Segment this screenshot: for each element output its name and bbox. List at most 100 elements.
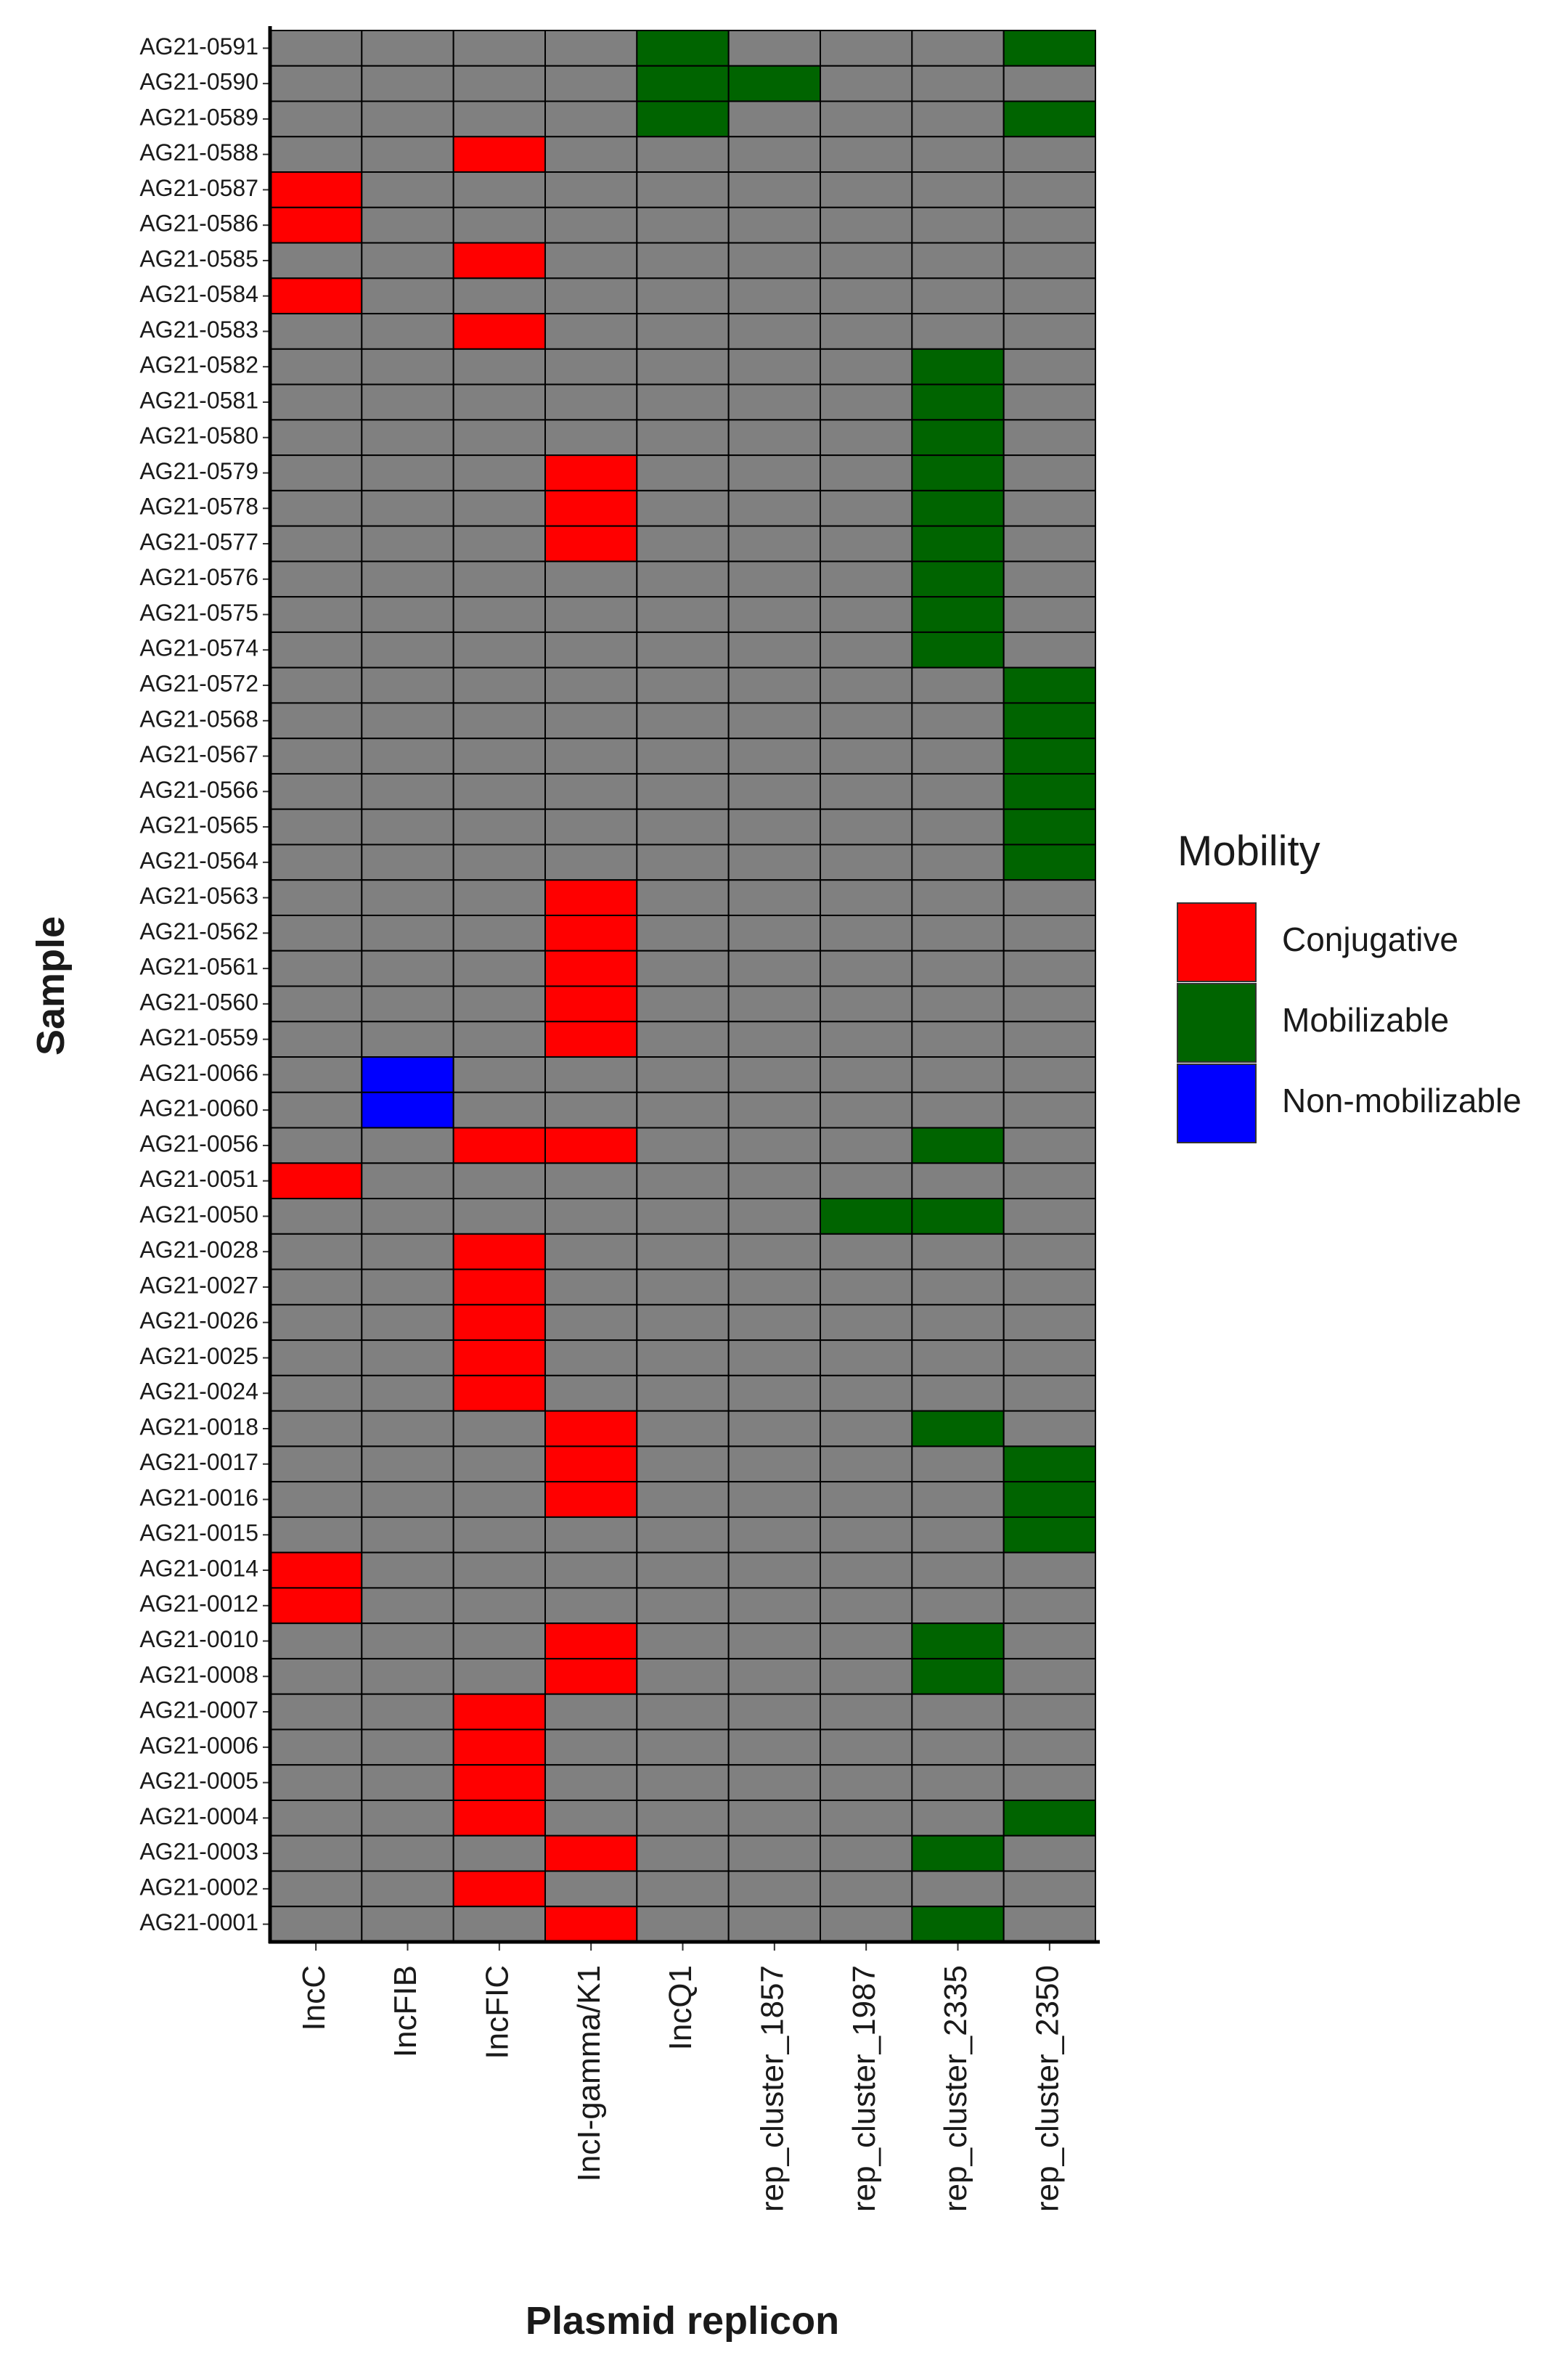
heatmap-cell	[1003, 1481, 1096, 1518]
y-tick-label: AG21-0582	[139, 352, 258, 378]
heatmap-cell	[911, 1304, 1005, 1342]
heatmap-cell	[636, 1127, 730, 1164]
heatmap-cell	[911, 772, 1005, 810]
heatmap-cell	[544, 1233, 638, 1270]
heatmap-cell	[269, 1799, 363, 1837]
heatmap-cell	[820, 985, 913, 1023]
heatmap-cell	[269, 1127, 363, 1164]
heatmap-cell	[269, 702, 363, 740]
heatmap-cell	[361, 348, 454, 385]
heatmap-cell	[911, 1481, 1005, 1518]
y-tick-label: AG21-0559	[139, 1024, 258, 1050]
heatmap-cell	[361, 1127, 454, 1164]
y-tick-label: AG21-0563	[139, 883, 258, 909]
heatmap-cell	[1003, 277, 1096, 315]
heatmap-cell	[1003, 242, 1096, 279]
heatmap-cell	[727, 313, 822, 350]
heatmap-cell	[269, 1445, 363, 1483]
y-tick-label: AG21-0050	[139, 1201, 258, 1228]
heatmap-cell	[820, 1339, 913, 1376]
y-tick-label: AG21-0024	[139, 1379, 258, 1405]
heatmap-cell	[1003, 1551, 1096, 1589]
heatmap-cell	[820, 454, 913, 491]
heatmap-cell	[727, 1304, 822, 1342]
heatmap-cell	[636, 313, 730, 350]
heatmap-cell	[544, 738, 638, 775]
heatmap-cell	[727, 206, 822, 244]
y-tick-label: AG21-0586	[139, 211, 258, 237]
heatmap-cell	[544, 950, 638, 987]
heatmap-cell	[636, 136, 730, 173]
heatmap-cell	[1003, 489, 1096, 527]
heatmap-cell	[1003, 1233, 1096, 1270]
heatmap-cell	[1003, 1091, 1096, 1129]
y-tick-label: AG21-0591	[139, 33, 258, 60]
heatmap-cell	[1003, 1056, 1096, 1093]
heatmap-cell	[1003, 1870, 1096, 1908]
heatmap-cell	[636, 206, 730, 244]
heatmap-cell	[727, 1339, 822, 1376]
heatmap-cell	[636, 30, 730, 67]
heatmap-cell	[544, 1693, 638, 1731]
heatmap-cell	[361, 1728, 454, 1766]
heatmap-cell	[727, 1551, 822, 1589]
x-tick-label: IncFIB	[388, 1965, 423, 2057]
heatmap-cell	[452, 1622, 547, 1659]
heatmap-cell	[269, 985, 363, 1023]
heatmap-cell	[452, 702, 547, 740]
heatmap-cell	[361, 1799, 454, 1837]
heatmap-cell	[727, 1799, 822, 1837]
y-tick-label: AG21-0585	[139, 245, 258, 272]
heatmap-cell	[361, 30, 454, 67]
heatmap-cell	[452, 1657, 547, 1695]
heatmap-cell	[1003, 1587, 1096, 1625]
heatmap-cell	[452, 242, 547, 279]
heatmap-cell	[361, 1516, 454, 1554]
heatmap-cell	[544, 879, 638, 916]
heatmap-cell	[1003, 772, 1096, 810]
heatmap-cell	[361, 1198, 454, 1235]
heatmap-cell	[269, 1764, 363, 1801]
heatmap-cell	[452, 950, 547, 987]
heatmap-cell	[727, 1162, 822, 1200]
heatmap-cell	[544, 454, 638, 491]
heatmap-cell	[269, 1906, 363, 1943]
heatmap-cell	[1003, 1622, 1096, 1659]
y-tick-label: AG21-0026	[139, 1307, 258, 1334]
heatmap-cell	[911, 383, 1005, 421]
heatmap-cell	[727, 1021, 822, 1058]
heatmap-cell	[911, 560, 1005, 598]
heatmap-cell	[269, 879, 363, 916]
heatmap-cell	[452, 171, 547, 208]
heatmap-cell	[1003, 1127, 1096, 1164]
y-tick-label: AG21-0590	[139, 69, 258, 95]
heatmap-cell	[269, 560, 363, 598]
heatmap-cell	[820, 1693, 913, 1731]
y-tick-label: AG21-0588	[139, 139, 258, 166]
heatmap-cell	[269, 596, 363, 633]
heatmap-cell	[636, 1339, 730, 1376]
heatmap-cell	[911, 1870, 1005, 1908]
heatmap-cell	[727, 1764, 822, 1801]
heatmap-cell	[727, 30, 822, 67]
heatmap-cell	[636, 1233, 730, 1270]
legend-label: Non-mobilizable	[1282, 1082, 1522, 1119]
heatmap-cell	[911, 1551, 1005, 1589]
heatmap-cell	[452, 30, 547, 67]
x-tick-label: IncQ1	[663, 1965, 698, 2050]
heatmap-cell	[636, 1304, 730, 1342]
heatmap-cell	[361, 985, 454, 1023]
heatmap-cell	[911, 844, 1005, 881]
heatmap-cell	[636, 1551, 730, 1589]
heatmap-cell	[820, 1162, 913, 1200]
heatmap-cell	[636, 171, 730, 208]
heatmap-cell	[727, 100, 822, 138]
heatmap-cell	[361, 1834, 454, 1872]
heatmap-cell	[544, 1764, 638, 1801]
heatmap-cell	[452, 879, 547, 916]
heatmap-cell	[820, 1198, 913, 1235]
heatmap-cell	[1003, 1693, 1096, 1731]
heatmap-cell	[727, 1587, 822, 1625]
heatmap-cell	[727, 1870, 822, 1908]
